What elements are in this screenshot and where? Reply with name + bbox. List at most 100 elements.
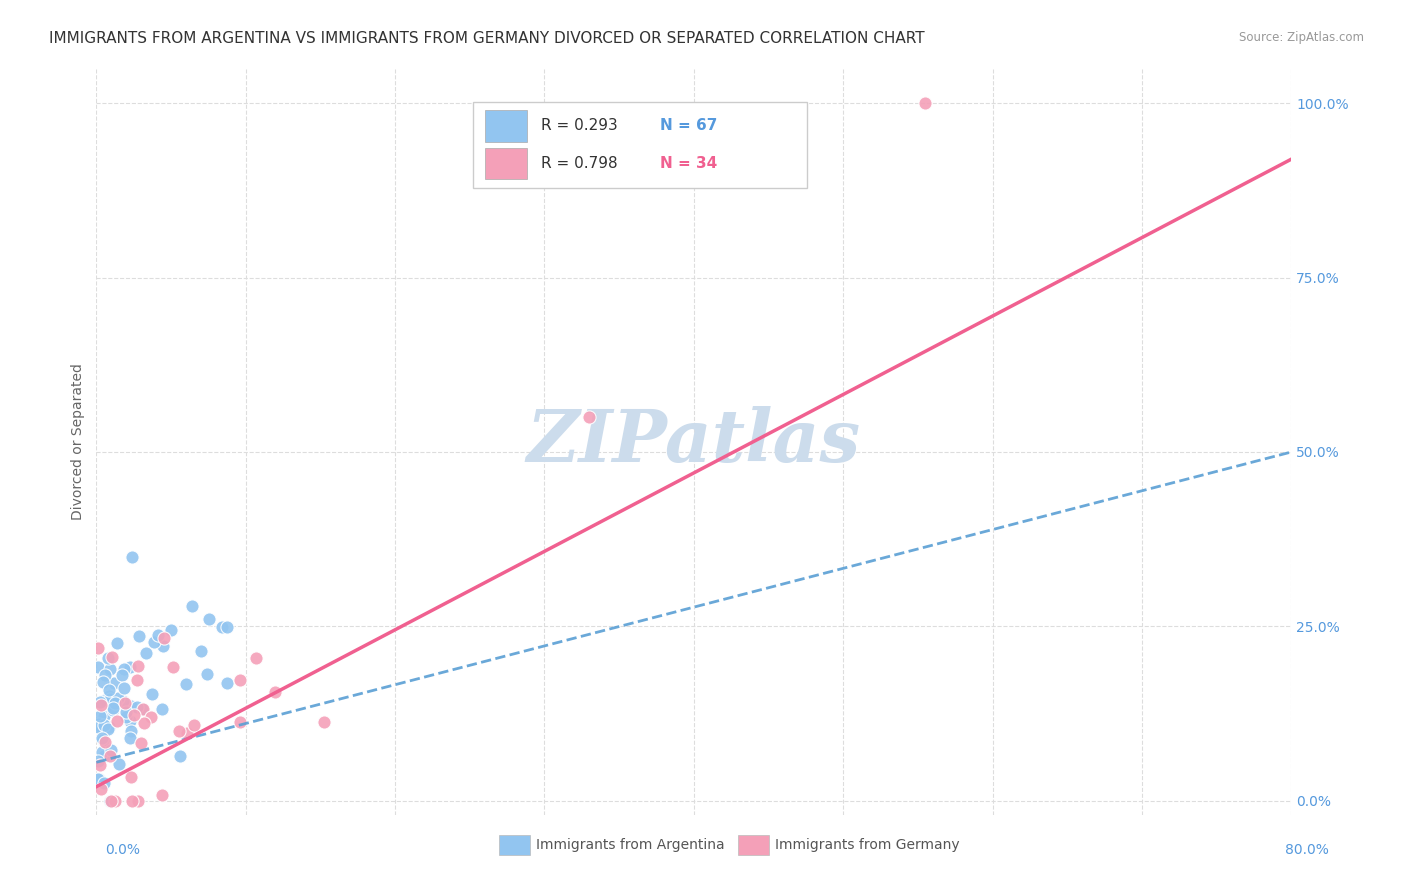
Point	[120, 660, 142, 674]
Point	[121, 549, 143, 564]
Point	[169, 724, 191, 739]
Point	[174, 676, 197, 690]
Point	[107, 636, 129, 650]
Point	[97, 683, 120, 698]
Point	[141, 687, 163, 701]
Text: N = 67: N = 67	[661, 119, 717, 134]
Point	[121, 794, 143, 808]
Point	[111, 668, 134, 682]
Point	[152, 788, 174, 802]
Point	[114, 696, 136, 710]
Text: 0.0%: 0.0%	[105, 843, 141, 857]
Point	[120, 723, 142, 738]
Point	[112, 681, 135, 695]
Point	[112, 661, 135, 675]
Point	[197, 667, 219, 681]
Point	[100, 794, 122, 808]
Point	[153, 631, 176, 645]
Point	[105, 714, 128, 728]
Point	[87, 772, 110, 786]
Point	[125, 673, 148, 687]
Point	[90, 781, 112, 796]
Point	[162, 660, 184, 674]
FancyBboxPatch shape	[485, 147, 526, 179]
Text: Source: ZipAtlas.com: Source: ZipAtlas.com	[1239, 31, 1364, 45]
Point	[89, 758, 111, 772]
Point	[228, 673, 250, 688]
Point	[245, 651, 267, 665]
Point	[314, 715, 336, 730]
Point	[97, 722, 120, 736]
Point	[98, 689, 121, 703]
Text: 80.0%: 80.0%	[1285, 843, 1329, 857]
Point	[120, 770, 142, 784]
Point	[91, 745, 114, 759]
Point	[176, 725, 198, 739]
Point	[87, 641, 110, 656]
Point	[104, 794, 127, 808]
Point	[91, 732, 114, 747]
Point	[93, 667, 115, 681]
Point	[91, 715, 114, 730]
Point	[112, 694, 135, 708]
Point	[93, 775, 115, 789]
Point	[107, 690, 129, 705]
Point	[131, 702, 153, 716]
Point	[129, 735, 152, 749]
Point	[98, 749, 121, 764]
Text: ZIPatlas: ZIPatlas	[527, 406, 860, 477]
Point	[87, 720, 110, 734]
Point	[578, 410, 600, 425]
Point	[98, 662, 121, 676]
Point	[89, 695, 111, 709]
Point	[217, 676, 239, 690]
Point	[89, 709, 111, 723]
Point	[142, 635, 165, 649]
Point	[211, 620, 233, 634]
Point	[108, 756, 131, 771]
Point	[183, 718, 205, 732]
Point	[132, 715, 155, 730]
Point	[141, 710, 163, 724]
Point	[100, 743, 122, 757]
Point	[87, 772, 110, 786]
Point	[115, 710, 138, 724]
Point	[150, 701, 173, 715]
Point	[127, 659, 149, 673]
Point	[94, 692, 117, 706]
Point	[98, 720, 121, 734]
Text: N = 34: N = 34	[661, 156, 717, 170]
Text: R = 0.798: R = 0.798	[541, 156, 617, 170]
Point	[131, 702, 153, 716]
Point	[264, 685, 287, 699]
Point	[122, 708, 145, 723]
Point	[93, 749, 115, 764]
Point	[135, 646, 157, 660]
Point	[197, 611, 219, 625]
Point	[169, 748, 191, 763]
Point	[87, 717, 110, 731]
Point	[190, 644, 212, 658]
Point	[91, 731, 114, 745]
Point	[160, 623, 183, 637]
Point	[120, 731, 142, 745]
FancyBboxPatch shape	[472, 102, 807, 188]
Text: Immigrants from Germany: Immigrants from Germany	[775, 838, 959, 852]
Point	[91, 675, 114, 690]
Point	[93, 718, 115, 732]
Point	[127, 794, 149, 808]
Point	[104, 696, 127, 710]
Text: Immigrants from Argentina: Immigrants from Argentina	[536, 838, 724, 852]
Y-axis label: Divorced or Separated: Divorced or Separated	[72, 363, 86, 520]
Text: IMMIGRANTS FROM ARGENTINA VS IMMIGRANTS FROM GERMANY DIVORCED OR SEPARATED CORRE: IMMIGRANTS FROM ARGENTINA VS IMMIGRANTS …	[49, 31, 925, 46]
Point	[180, 599, 202, 614]
Point	[90, 698, 112, 713]
Point	[101, 650, 124, 665]
Point	[125, 700, 148, 714]
Point	[152, 639, 174, 653]
Point	[128, 629, 150, 643]
Point	[101, 701, 124, 715]
Point	[114, 705, 136, 719]
Point	[96, 650, 118, 665]
Point	[229, 714, 252, 729]
